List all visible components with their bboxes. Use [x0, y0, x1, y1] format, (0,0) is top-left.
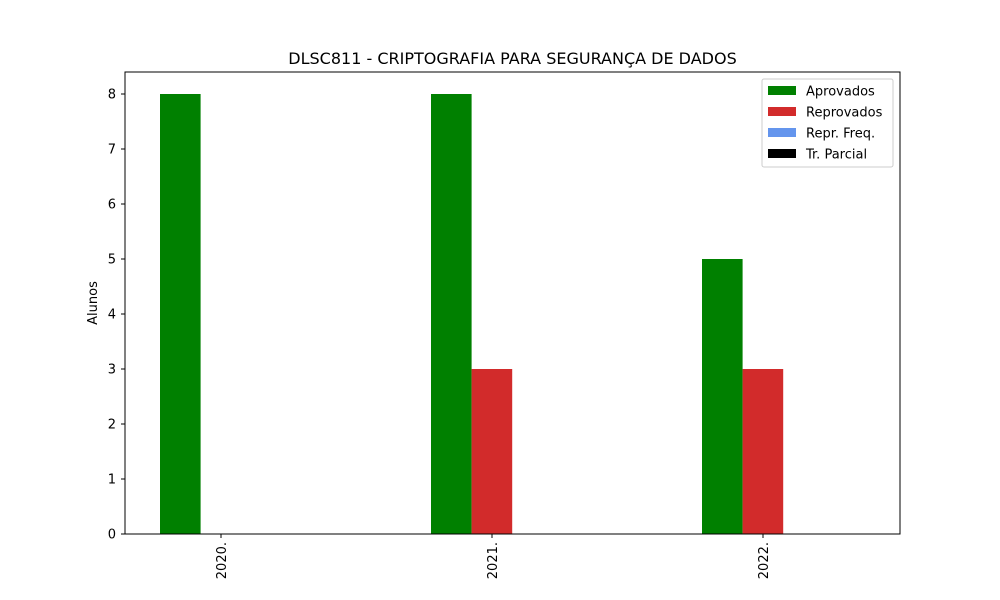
y-tick-label: 4 — [108, 308, 116, 323]
legend-box — [761, 78, 894, 168]
y-tick-label: 5 — [108, 253, 116, 268]
bar-reprovados-2021 — [471, 369, 513, 534]
x-tick-label: 2021. — [486, 542, 501, 579]
legend-swatch — [768, 107, 796, 116]
legend-label: Aprovados — [806, 85, 875, 100]
x-tick-label: 2020. — [215, 542, 230, 579]
legend-swatch — [768, 149, 796, 158]
y-tick-label: 1 — [108, 473, 116, 488]
y-tick-label: 2 — [108, 418, 116, 433]
y-axis-label: Alunos — [86, 281, 101, 325]
plot-frame — [124, 71, 901, 535]
legend: Aprovados Reprovados Repr. Freq. Tr. Parcia… — [761, 78, 894, 168]
y-tick-label: 0 — [108, 528, 116, 543]
legend-label: Reprovados — [806, 106, 883, 121]
legend-label: Repr. Freq. — [806, 127, 875, 142]
legend-swatch — [768, 86, 796, 95]
bar-aprovados-2021 — [431, 94, 472, 534]
y-tick-label: 3 — [108, 363, 116, 378]
bar-aprovados-2022 — [702, 259, 743, 534]
legend-label: Tr. Parcial — [805, 148, 867, 163]
bar-reprovados-2022 — [742, 369, 784, 534]
y-tick-label: 8 — [108, 88, 116, 103]
chart-title: DLSC811 - CRIPTOGRAFIA PARA SEGURANÇA DE… — [288, 49, 736, 68]
y-tick-label: 7 — [108, 143, 116, 158]
x-tick-label: 2022. — [757, 542, 772, 579]
legend-swatch — [768, 128, 796, 137]
y-tick-label: 6 — [108, 198, 116, 213]
plot-area: 2020. 2021. 2022. 0 1 2 3 4 5 6 7 8 — [108, 88, 784, 579]
bar-aprovados-2020 — [160, 94, 201, 534]
